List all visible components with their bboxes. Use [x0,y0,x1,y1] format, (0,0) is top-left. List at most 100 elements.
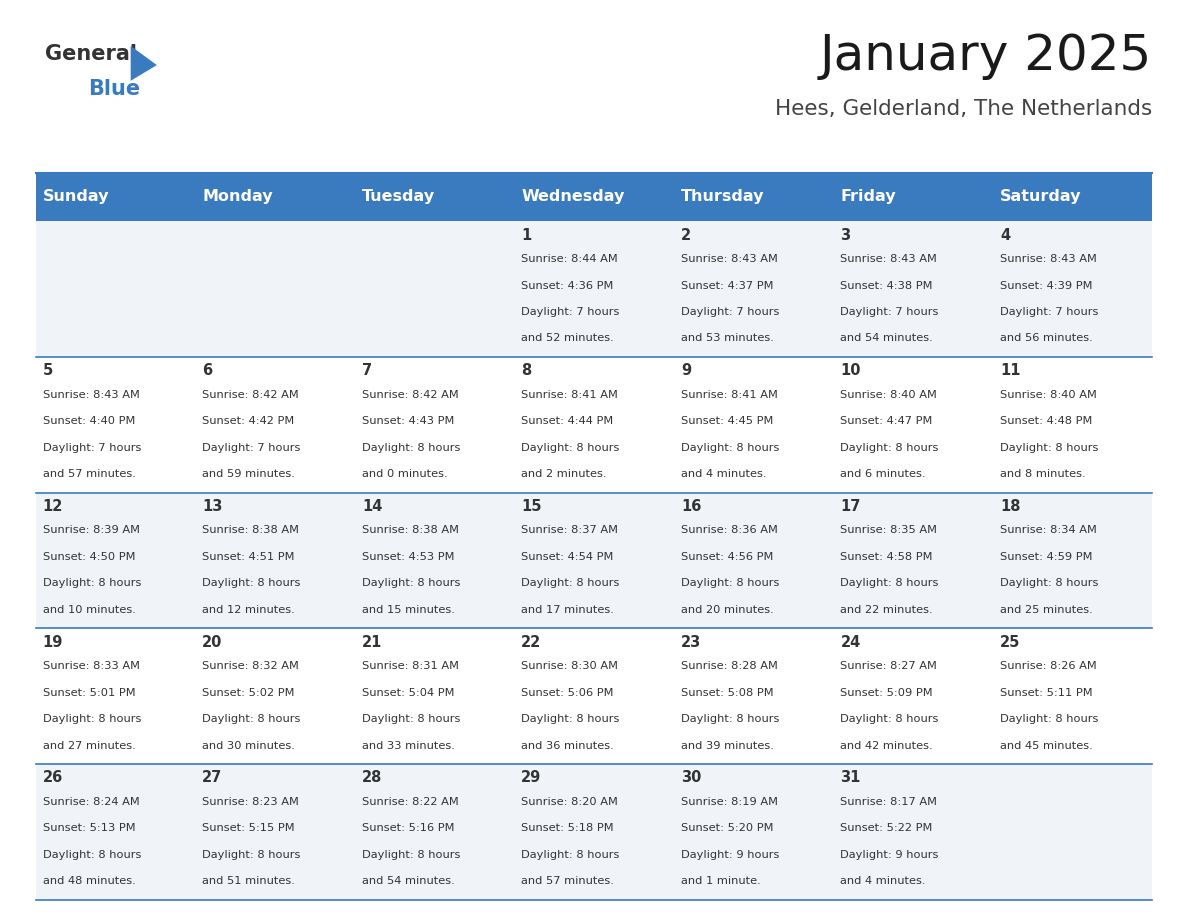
Text: Sunrise: 8:27 AM: Sunrise: 8:27 AM [840,661,937,671]
Text: Daylight: 8 hours: Daylight: 8 hours [522,714,620,724]
Bar [355,357,514,493]
Bar [833,357,993,493]
Bar [674,173,833,221]
Text: Daylight: 8 hours: Daylight: 8 hours [840,578,939,588]
Text: 14: 14 [362,499,383,514]
Text: Monday: Monday [202,189,273,205]
Text: Sunrise: 8:32 AM: Sunrise: 8:32 AM [202,661,299,671]
Text: Daylight: 7 hours: Daylight: 7 hours [1000,307,1099,317]
Bar [674,493,833,628]
Text: Sunrise: 8:40 AM: Sunrise: 8:40 AM [840,390,937,400]
Bar [993,357,1152,493]
Text: Daylight: 8 hours: Daylight: 8 hours [522,578,620,588]
Text: and 53 minutes.: and 53 minutes. [681,333,773,343]
Text: Sunset: 4:44 PM: Sunset: 4:44 PM [522,416,614,426]
Text: 6: 6 [202,364,213,378]
Text: Sunrise: 8:30 AM: Sunrise: 8:30 AM [522,661,619,671]
Bar [355,221,514,357]
Text: Sunset: 4:48 PM: Sunset: 4:48 PM [1000,416,1092,426]
Text: 18: 18 [1000,499,1020,514]
Text: Daylight: 8 hours: Daylight: 8 hours [1000,578,1099,588]
Text: 21: 21 [362,634,383,650]
Text: Sunrise: 8:43 AM: Sunrise: 8:43 AM [1000,254,1097,264]
Text: Sunrise: 8:33 AM: Sunrise: 8:33 AM [43,661,140,671]
Text: and 1 minute.: and 1 minute. [681,876,760,886]
Text: and 54 minutes.: and 54 minutes. [840,333,934,343]
Text: 5: 5 [43,364,53,378]
Text: Wednesday: Wednesday [522,189,625,205]
Text: and 56 minutes.: and 56 minutes. [1000,333,1093,343]
Bar [36,173,195,221]
Text: Sunset: 5:01 PM: Sunset: 5:01 PM [43,688,135,698]
Text: Sunset: 4:51 PM: Sunset: 4:51 PM [202,552,295,562]
Text: Sunrise: 8:41 AM: Sunrise: 8:41 AM [522,390,618,400]
Text: 17: 17 [840,499,861,514]
Text: Daylight: 8 hours: Daylight: 8 hours [43,578,141,588]
Text: Sunset: 4:40 PM: Sunset: 4:40 PM [43,416,135,426]
Text: Daylight: 8 hours: Daylight: 8 hours [681,442,779,453]
Text: Daylight: 7 hours: Daylight: 7 hours [202,442,301,453]
Text: Sunrise: 8:24 AM: Sunrise: 8:24 AM [43,797,139,807]
Bar [833,764,993,900]
Text: Sunrise: 8:44 AM: Sunrise: 8:44 AM [522,254,618,264]
Text: Sunrise: 8:35 AM: Sunrise: 8:35 AM [840,525,937,535]
Text: and 59 minutes.: and 59 minutes. [202,469,295,479]
Text: Daylight: 7 hours: Daylight: 7 hours [681,307,779,317]
Text: 26: 26 [43,770,63,786]
Bar [833,173,993,221]
Text: Sunrise: 8:40 AM: Sunrise: 8:40 AM [1000,390,1097,400]
Bar [993,764,1152,900]
Text: 7: 7 [362,364,372,378]
Text: Sunrise: 8:20 AM: Sunrise: 8:20 AM [522,797,618,807]
Text: Sunrise: 8:43 AM: Sunrise: 8:43 AM [840,254,937,264]
Text: 4: 4 [1000,228,1010,242]
Text: Sunset: 4:42 PM: Sunset: 4:42 PM [202,416,295,426]
Text: Sunrise: 8:26 AM: Sunrise: 8:26 AM [1000,661,1097,671]
Text: Sunrise: 8:36 AM: Sunrise: 8:36 AM [681,525,778,535]
Text: Sunset: 4:56 PM: Sunset: 4:56 PM [681,552,773,562]
Text: 31: 31 [840,770,861,786]
Text: 16: 16 [681,499,701,514]
Text: Blue: Blue [88,79,140,99]
Bar [833,628,993,764]
Bar [674,357,833,493]
Text: Sunset: 4:39 PM: Sunset: 4:39 PM [1000,281,1093,291]
Text: Daylight: 7 hours: Daylight: 7 hours [43,442,141,453]
Bar [993,173,1152,221]
Text: Daylight: 8 hours: Daylight: 8 hours [43,714,141,724]
Text: Daylight: 8 hours: Daylight: 8 hours [681,714,779,724]
Text: and 57 minutes.: and 57 minutes. [522,876,614,886]
Bar [674,221,833,357]
Text: Daylight: 8 hours: Daylight: 8 hours [840,714,939,724]
Text: General: General [45,44,137,64]
Text: Sunrise: 8:37 AM: Sunrise: 8:37 AM [522,525,619,535]
Text: 12: 12 [43,499,63,514]
Text: and 45 minutes.: and 45 minutes. [1000,741,1093,751]
Bar [674,628,833,764]
Text: Sunrise: 8:23 AM: Sunrise: 8:23 AM [202,797,299,807]
Text: Sunset: 5:22 PM: Sunset: 5:22 PM [840,823,933,834]
Text: Daylight: 9 hours: Daylight: 9 hours [681,850,779,860]
Text: Sunset: 5:16 PM: Sunset: 5:16 PM [362,823,454,834]
Text: 8: 8 [522,364,531,378]
Bar [195,764,355,900]
Text: 3: 3 [840,228,851,242]
Text: Sunset: 5:04 PM: Sunset: 5:04 PM [362,688,454,698]
Text: and 10 minutes.: and 10 minutes. [43,605,135,615]
Text: 28: 28 [362,770,383,786]
Bar [833,493,993,628]
Text: and 48 minutes.: and 48 minutes. [43,876,135,886]
Text: and 4 minutes.: and 4 minutes. [681,469,766,479]
Text: Daylight: 8 hours: Daylight: 8 hours [840,442,939,453]
Text: Daylight: 8 hours: Daylight: 8 hours [1000,714,1099,724]
Text: Daylight: 8 hours: Daylight: 8 hours [362,850,460,860]
Text: 20: 20 [202,634,222,650]
Bar [514,221,674,357]
Text: Daylight: 8 hours: Daylight: 8 hours [43,850,141,860]
Bar [36,628,195,764]
Text: Sunrise: 8:42 AM: Sunrise: 8:42 AM [362,390,459,400]
Bar [514,493,674,628]
Bar [355,628,514,764]
Bar [514,173,674,221]
Text: and 33 minutes.: and 33 minutes. [362,741,455,751]
